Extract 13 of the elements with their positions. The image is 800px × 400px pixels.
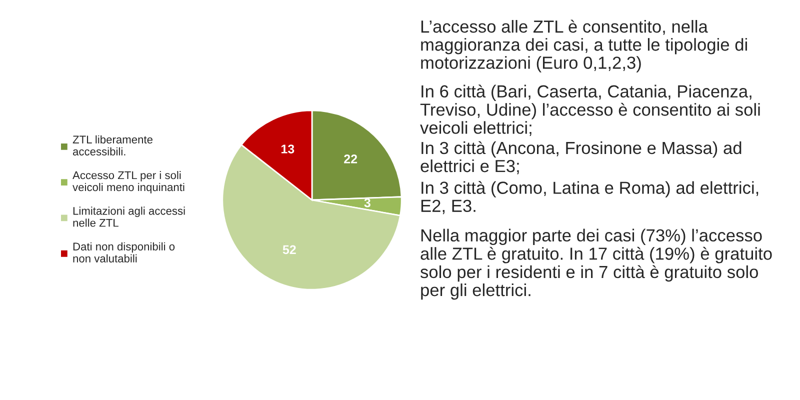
legend-label: Dati non disponibili o non valutabili — [73, 242, 175, 262]
text: In 3 città (Como, Latina e Roma) ad elettrici, E2, E3. — [421, 180, 758, 214]
text: L’accesso alle ZTL è consentito, nella maggioranza dei casi, a tutte le tipologie di motorizzazioni (Euro 0,1,2,3) — [421, 20, 747, 72]
data-label: 3 — [364, 198, 370, 208]
data-label: 22 — [344, 154, 358, 164]
text: In 6 città (Bari, Caserta, Catania, Piacenza, Treviso, Udine) l’accesso è consentito ai soli veicoli elettrici; — [420, 84, 760, 136]
data-label: 13 — [281, 144, 294, 154]
text: In 3 città (Ancona, Frosinone e Massa) ad elettrici e E3; — [420, 141, 742, 174]
legend-label: Limitazioni agli accessi nelle ZTL — [73, 206, 185, 227]
text: Nella maggior parte dei casi (73%) l’accesso alle ZTL è gratuito. In 17 città (19%) è gratuito solo per i residenti e in 7 città è gratuito solo per gli elettrici. — [420, 228, 772, 300]
legend-label: Accesso ZTL per i soli veicoli meno inquinanti — [72, 171, 184, 194]
legend-label: ZTL liberamente accessibili. — [72, 135, 152, 156]
data-label: 52 — [282, 245, 296, 254]
